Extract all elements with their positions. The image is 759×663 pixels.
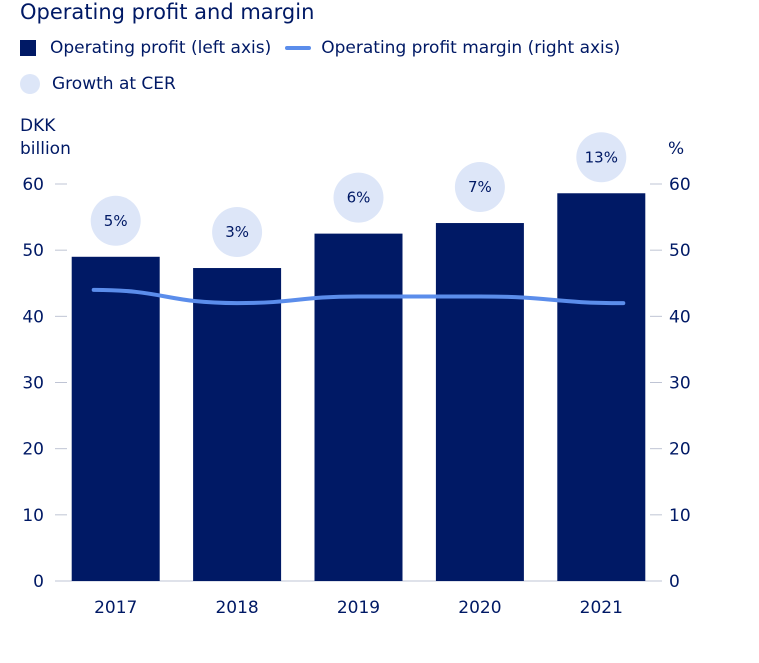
left-axis-tick-label: 60 <box>22 175 44 195</box>
right-axis-tick-label: 0 <box>669 572 680 592</box>
legend-row-2: Growth at CER <box>20 74 176 94</box>
growth-bubble-2019 <box>333 172 384 223</box>
left-axis-tick-label: 0 <box>33 572 44 592</box>
chart-title: Operating profit and margin <box>20 0 315 24</box>
growth-bubble-2017 <box>90 195 141 246</box>
x-axis-label-2017: 2017 <box>94 598 137 618</box>
legend-bar-swatch <box>20 40 36 56</box>
right-axis-tick-label: 40 <box>669 307 691 327</box>
x-axis-label-2020: 2020 <box>458 598 501 618</box>
right-axis-unit: % <box>668 139 685 159</box>
growth-bubble-2020 <box>454 162 505 213</box>
x-axis-label-2019: 2019 <box>337 598 380 618</box>
left-axis-tick-label: 20 <box>22 440 44 460</box>
right-axis-tick-label: 60 <box>669 175 691 195</box>
growth-label-2021: 13% <box>585 148 618 166</box>
growth-label-2017: 5% <box>104 212 128 230</box>
right-axis-tick-label: 10 <box>669 506 691 526</box>
left-axis-unit: DKK billion <box>20 115 71 161</box>
legend-bubble-swatch <box>20 74 40 94</box>
growth-bubble-2018 <box>212 207 263 258</box>
left-axis-tick-label: 30 <box>22 374 44 394</box>
x-axis-label-2021: 2021 <box>580 598 623 618</box>
right-axis-tick-label: 20 <box>669 440 691 460</box>
bar-2018 <box>193 268 282 581</box>
bar-2017 <box>71 256 160 581</box>
left-axis-tick-label: 50 <box>22 241 44 261</box>
legend-row-1: Operating profit (left axis) Operating p… <box>20 38 620 58</box>
legend-bar-label: Operating profit (left axis) <box>50 38 272 58</box>
legend-line-swatch <box>285 46 312 50</box>
left-axis-tick-label: 10 <box>22 506 44 526</box>
growth-bubble-2021 <box>576 132 627 183</box>
legend-bubble-label: Growth at CER <box>52 74 176 94</box>
legend-line-label: Operating profit margin (right axis) <box>321 38 621 58</box>
growth-label-2020: 7% <box>468 178 492 196</box>
right-axis-tick-label: 30 <box>669 374 691 394</box>
growth-label-2019: 6% <box>347 189 371 207</box>
bar-2020 <box>435 223 524 581</box>
bar-2021 <box>557 193 646 581</box>
growth-label-2018: 3% <box>225 223 249 241</box>
right-axis-tick-label: 50 <box>669 241 691 261</box>
left-axis-tick-label: 40 <box>22 307 44 327</box>
bar-2019 <box>314 233 403 581</box>
left-axis-unit-line-1: DKK <box>20 116 56 136</box>
left-axis-unit-line-2: billion <box>20 139 71 159</box>
x-axis-label-2018: 2018 <box>215 598 258 618</box>
